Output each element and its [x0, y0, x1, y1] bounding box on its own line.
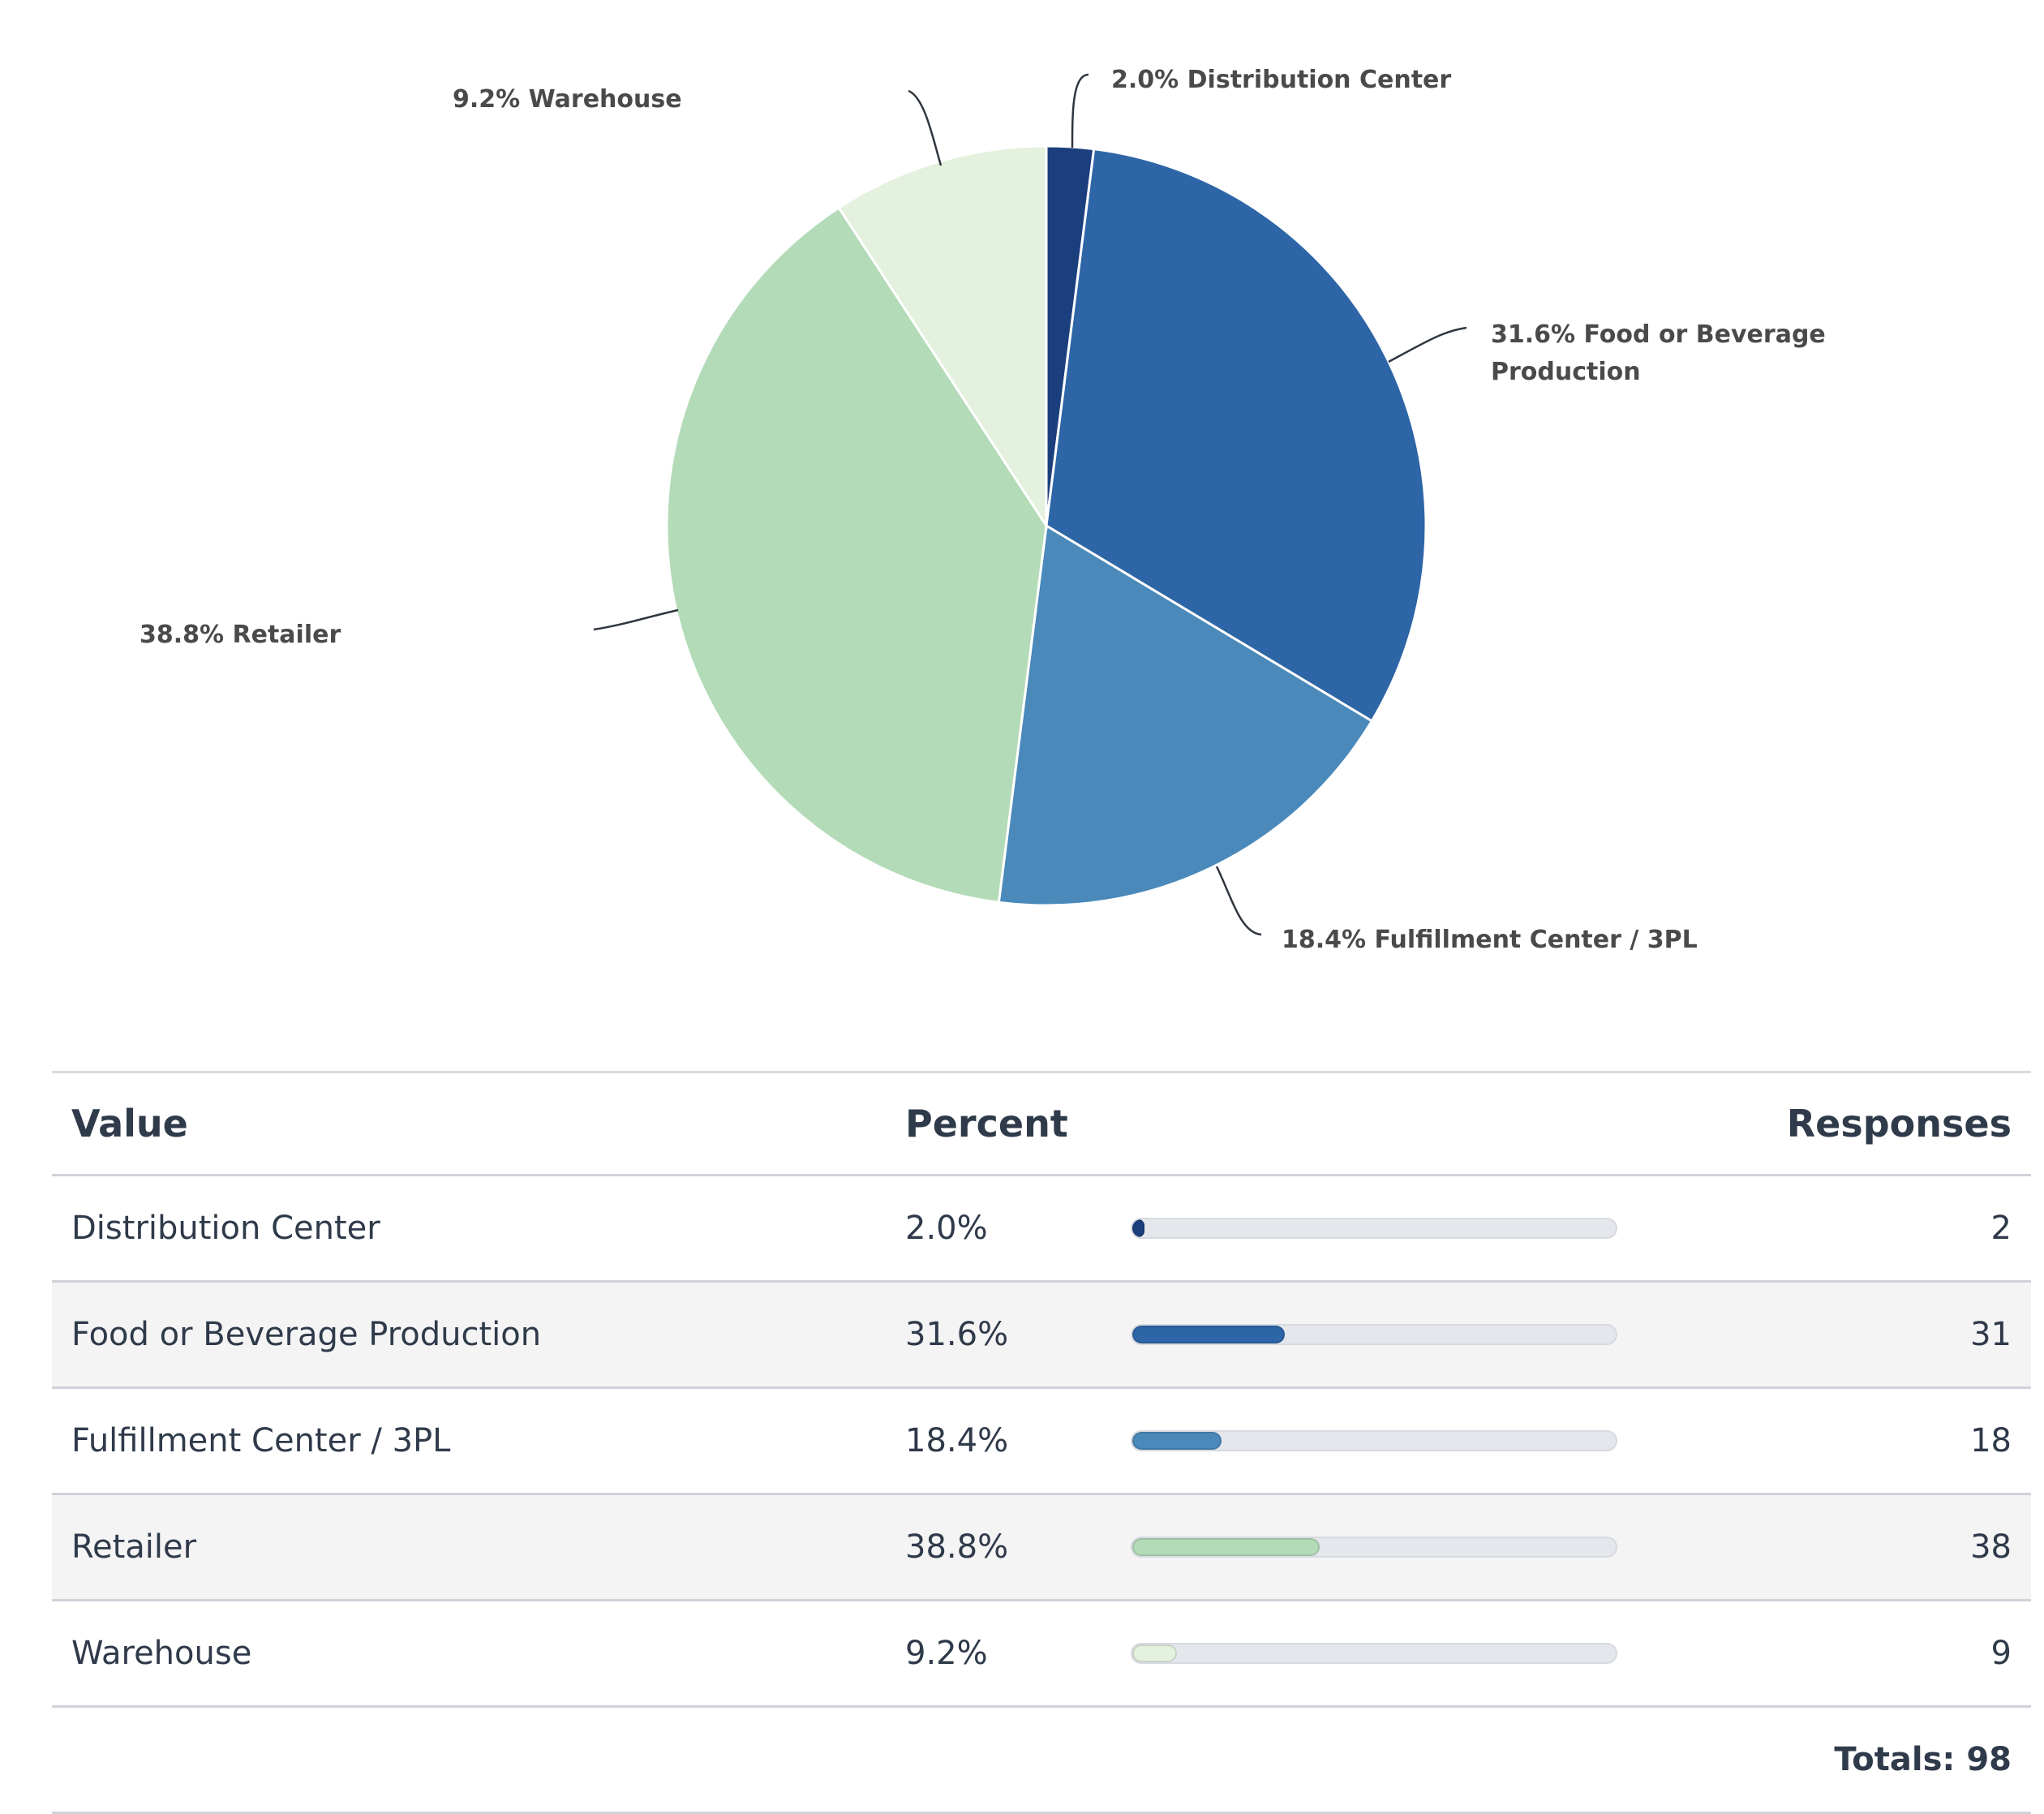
pie-chart: 2.0% Distribution Center 31.6% Food or Be…	[140, 66, 1826, 954]
table-row: Distribution Center 2.0% 2	[52, 1175, 2031, 1283]
row-responses: 31	[1637, 1281, 2031, 1389]
pie-slice-fulfillment-center-3pl[interactable]	[997, 523, 1374, 907]
header-bar	[1111, 1071, 1637, 1176]
percent-bar-fill	[1132, 1432, 1222, 1450]
row-bar-cell	[1111, 1175, 1637, 1283]
percent-bar-track	[1131, 1537, 1617, 1558]
row-bar-cell	[1111, 1600, 1637, 1708]
table-row: Fulfillment Center / 3PL 18.4% 18	[52, 1387, 2031, 1495]
table-header-row: Value Percent Responses	[52, 1071, 2031, 1176]
percent-bar-track	[1131, 1324, 1617, 1345]
pie-slice-food-or-beverage-production[interactable]	[1045, 148, 1428, 723]
percent-bar-fill	[1132, 1538, 1320, 1556]
row-responses: 2	[1637, 1175, 2031, 1283]
percent-bar-track	[1131, 1218, 1617, 1239]
row-value: Food or Beverage Production	[52, 1281, 886, 1389]
row-bar-cell	[1111, 1281, 1637, 1389]
percent-bar-fill	[1132, 1644, 1177, 1662]
row-percent: 9.2%	[886, 1600, 1111, 1708]
totals-label: Totals: 98	[52, 1706, 2031, 1814]
leader-line	[908, 89, 943, 166]
header-percent: Percent	[886, 1071, 1111, 1176]
header-responses: Responses	[1637, 1071, 2031, 1176]
table-row: Food or Beverage Production 31.6% 31	[52, 1281, 2031, 1389]
percent-bar-fill	[1132, 1326, 1286, 1343]
percent-bar-track	[1131, 1430, 1617, 1451]
row-responses: 9	[1637, 1600, 2031, 1708]
row-percent: 18.4%	[886, 1387, 1111, 1495]
pie-chart-area: 2.0% Distribution Center 31.6% Food or Be…	[140, 66, 1826, 954]
totals-row: Totals: 98	[52, 1706, 2031, 1814]
slice-label: 38.8% Retailer	[140, 621, 341, 649]
leader-line	[1215, 866, 1262, 936]
slice-label: 18.4% Fulfillment Center / 3PL	[1282, 926, 1698, 954]
slice-label: 31.6% Food or Beverage Production	[1491, 320, 1826, 386]
row-value: Warehouse	[52, 1600, 886, 1708]
results-table: Value Percent Responses Distribution Cen…	[52, 1071, 2031, 1814]
percent-bar-track	[1131, 1643, 1617, 1664]
slice-label: 2.0% Distribution Center	[1111, 66, 1451, 94]
row-bar-cell	[1111, 1494, 1637, 1601]
header-value: Value	[52, 1071, 886, 1176]
row-responses: 18	[1637, 1387, 2031, 1495]
leader-line	[1388, 326, 1467, 363]
row-percent: 38.8%	[886, 1494, 1111, 1601]
row-percent: 2.0%	[886, 1175, 1111, 1283]
percent-bar-fill	[1132, 1219, 1144, 1237]
row-responses: 38	[1637, 1494, 2031, 1601]
row-value: Retailer	[52, 1494, 886, 1601]
table-body: Distribution Center 2.0% 2 Food or Beverage…	[52, 1175, 2031, 1708]
pie-slice-warehouse[interactable]	[837, 144, 1048, 531]
table-row: Retailer 38.8% 38	[52, 1494, 2031, 1601]
row-bar-cell	[1111, 1387, 1637, 1495]
slice-label: 9.2% Warehouse	[453, 85, 682, 114]
row-percent: 31.6%	[886, 1281, 1111, 1389]
leader-line	[593, 608, 679, 631]
table-row: Warehouse 9.2% 9	[52, 1600, 2031, 1708]
row-value: Distribution Center	[52, 1175, 886, 1283]
leader-line	[1071, 73, 1089, 148]
row-value: Fulfillment Center / 3PL	[52, 1387, 886, 1495]
